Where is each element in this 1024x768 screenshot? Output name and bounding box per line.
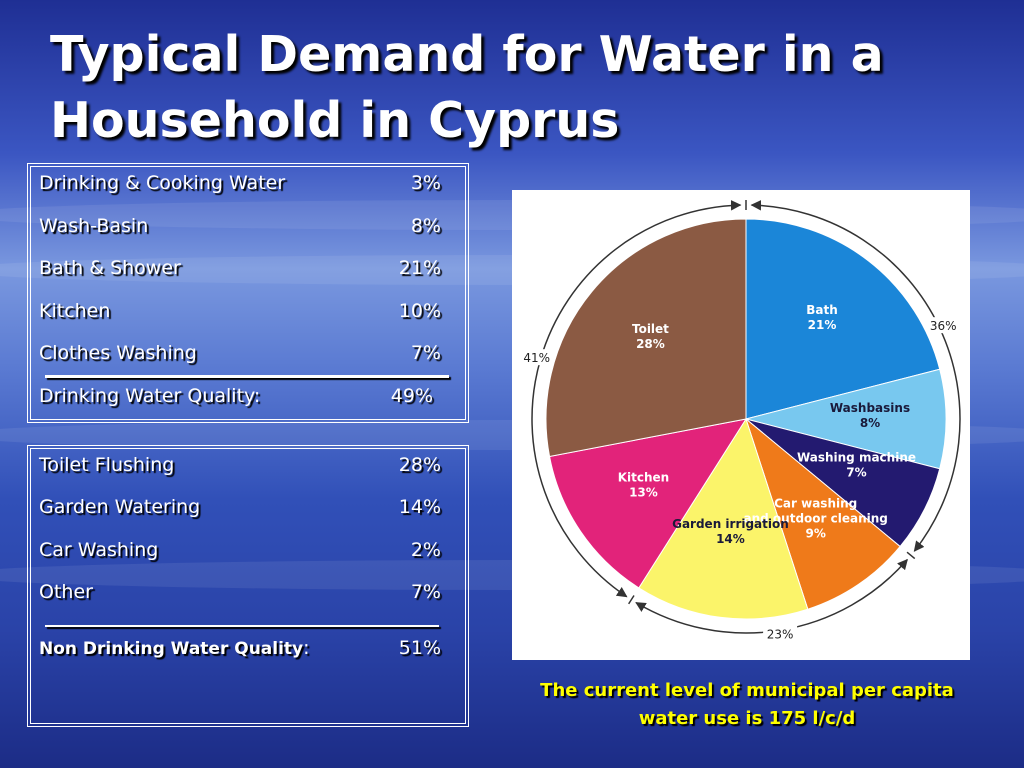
row-label: Drinking & Cooking Water [39,172,286,194]
total-label-group: Non Drinking Water Quality: [39,637,310,659]
row-value: 2% [410,539,441,561]
pie-chart-panel: Bath 21% Washbasins 8% Washing machine 7% Car … [512,190,970,660]
slice-label: Garden irrigation 14% [672,517,789,546]
row-label: Bath & Shower [39,257,181,279]
group-label-bg [926,317,961,334]
total-row: Non Drinking Water Quality: 51% [39,634,441,662]
row-label: Clothes Washing [39,342,197,364]
table-row: Wash-Basin 8% [39,212,441,240]
row-value: 7% [410,581,441,603]
row-label: Kitchen [39,300,111,322]
slice-label: Washing machine 7% [797,450,916,479]
table-row: Other 7% [39,578,441,606]
pie-chart: Bath 21% Washbasins 8% Washing machine 7% Car … [519,200,961,642]
row-label: Wash-Basin [39,215,149,237]
slice-label: Car washing and outdoor cleaning 9% [744,497,888,541]
table-row: Garden Watering 14% [39,493,441,521]
slice-label: Washbasins 8% [830,401,910,430]
slice-label: Bath 21% [806,303,838,332]
group-tick [628,595,635,605]
table-row: Bath & Shower 21% [39,254,441,282]
row-label: Garden Watering [39,496,201,518]
group-label-bg [763,625,798,642]
group-tick [906,551,916,560]
group-label: 23% [767,627,794,641]
table-row: Clothes Washing 7% [39,339,441,367]
row-value: 10% [398,300,441,322]
total-row: Drinking Water Quality: 49% [39,382,433,410]
drinking-water-table: Drinking & Cooking Water 3% Wash-Basin 8… [27,163,469,423]
table-row: Drinking & Cooking Water 3% [39,169,441,197]
table-row: Toilet Flushing 28% [39,451,441,479]
divider [45,625,439,627]
total-value: 51% [398,637,441,659]
group-label: 41% [523,351,550,365]
page-title: Typical Demand for Water in a Household … [50,26,884,149]
total-value: 49% [390,385,433,407]
table-row: Kitchen 10% [39,297,441,325]
group-label-bg [519,349,554,366]
slice-label: Kitchen 13% [618,471,670,500]
row-value: 8% [410,215,441,237]
row-label: Car Washing [39,539,159,561]
group-label: 36% [930,319,957,333]
row-value: 3% [410,172,441,194]
non-drinking-water-table: Toilet Flushing 28% Garden Watering 14% … [27,445,469,727]
row-value: 7% [410,342,441,364]
row-value: 14% [398,496,441,518]
total-label: Drinking Water Quality: [39,385,261,407]
table-row: Car Washing 2% [39,536,441,564]
total-label: Non Drinking Water Quality [39,639,304,659]
usage-note: The current level of municipal per capit… [540,680,954,729]
row-value: 28% [398,454,441,476]
row-value: 21% [398,257,441,279]
row-label: Other [39,581,93,603]
divider [45,375,449,378]
row-label: Toilet Flushing [39,454,175,476]
slice-label: Toilet 28% [632,322,669,351]
total-label-suffix: : [303,637,310,659]
